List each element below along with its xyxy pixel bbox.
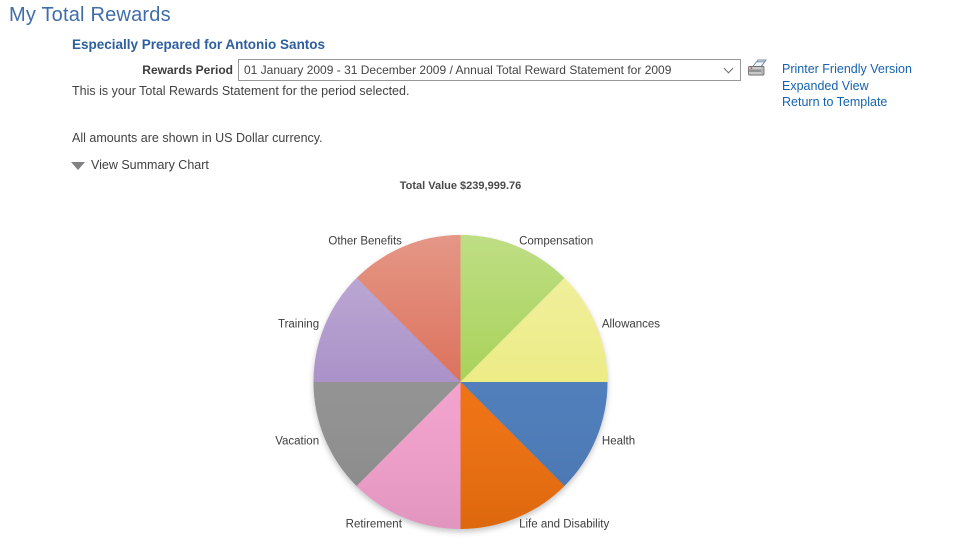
rewards-period-select-wrap: 01 January 2009 - 31 December 2009 / Ann…: [238, 59, 741, 81]
page-title: My Total Rewards: [9, 4, 171, 26]
chart-title-total-value: Total Value $239,999.76: [399, 180, 522, 192]
pie-label-allowances: Allowances: [602, 318, 660, 330]
statement-text: This is your Total Rewards Statement for…: [72, 84, 410, 98]
pie-label-other-benefits: Other Benefits: [328, 236, 402, 248]
printer-icon[interactable]: [746, 58, 768, 79]
collapse-triangle-icon: [71, 162, 85, 170]
link-printer-friendly-version[interactable]: Printer Friendly Version: [782, 62, 912, 76]
link-return-to-template[interactable]: Return to Template: [782, 95, 888, 109]
pie-label-retirement: Retirement: [346, 518, 403, 530]
prepared-for-heading: Especially Prepared for Antonio Santos: [72, 37, 326, 52]
pie-label-health: Health: [602, 436, 635, 448]
rewards-period-label: Rewards Period: [142, 63, 233, 77]
link-expanded-view[interactable]: Expanded View: [782, 78, 869, 93]
currency-text: All amounts are shown in US Dollar curre…: [72, 131, 323, 145]
pie-label-life-and-disability: Life and Disability: [519, 518, 609, 530]
view-summary-chart-label: View Summary Chart: [91, 158, 209, 172]
pie-label-vacation: Vacation: [275, 436, 319, 448]
action-links: Printer Friendly Version Expanded View R…: [782, 61, 912, 111]
rewards-period-select[interactable]: 01 January 2009 - 31 December 2009 / Ann…: [238, 59, 741, 81]
view-summary-chart-toggle[interactable]: View Summary Chart: [71, 158, 209, 172]
pie-label-compensation: Compensation: [519, 236, 593, 248]
pie-label-training: Training: [278, 318, 319, 330]
